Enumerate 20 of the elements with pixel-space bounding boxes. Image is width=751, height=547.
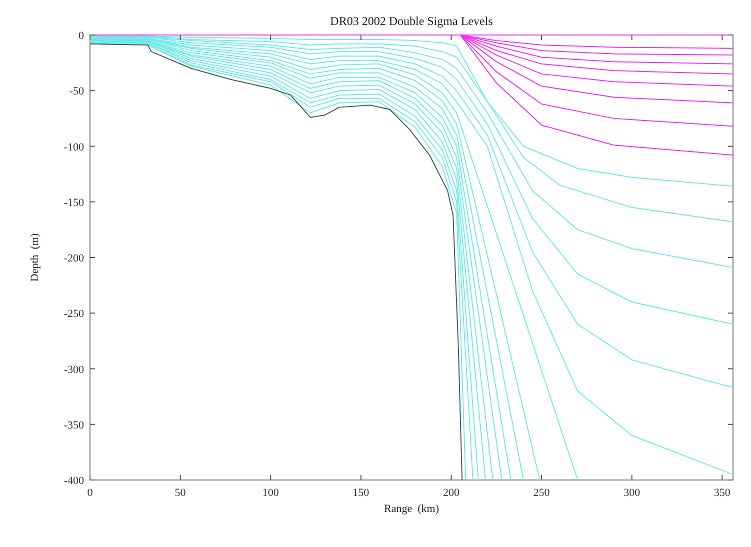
y-tick-label: -400 — [64, 475, 84, 487]
y-tick-label: -150 — [64, 196, 84, 209]
x-tick-label: 200 — [442, 487, 460, 499]
y-tick-label: -300 — [64, 364, 84, 376]
x-tick-label: 250 — [533, 487, 550, 499]
chart-title: DR03 2002 Double Sigma Levels — [330, 14, 494, 28]
y-tick-label: -50 — [69, 86, 84, 98]
x-tick-label: 50 — [174, 487, 186, 499]
x-tick-label: 350 — [714, 487, 731, 499]
y-tick-label: -350 — [64, 419, 84, 432]
x-axis-title: Range (km) — [384, 503, 440, 515]
x-tick-label: 100 — [262, 487, 280, 499]
x-tick-label: 0 — [87, 487, 94, 499]
y-tick-label: -100 — [64, 141, 84, 154]
x-tick-label: 300 — [624, 487, 641, 499]
y-axis-title: Depth (m) — [29, 233, 41, 282]
y-tick-label: -250 — [64, 308, 84, 320]
y-tick-label: -200 — [64, 252, 84, 264]
x-tick-label: 150 — [352, 487, 370, 499]
y-tick-label: 0 — [78, 30, 84, 42]
